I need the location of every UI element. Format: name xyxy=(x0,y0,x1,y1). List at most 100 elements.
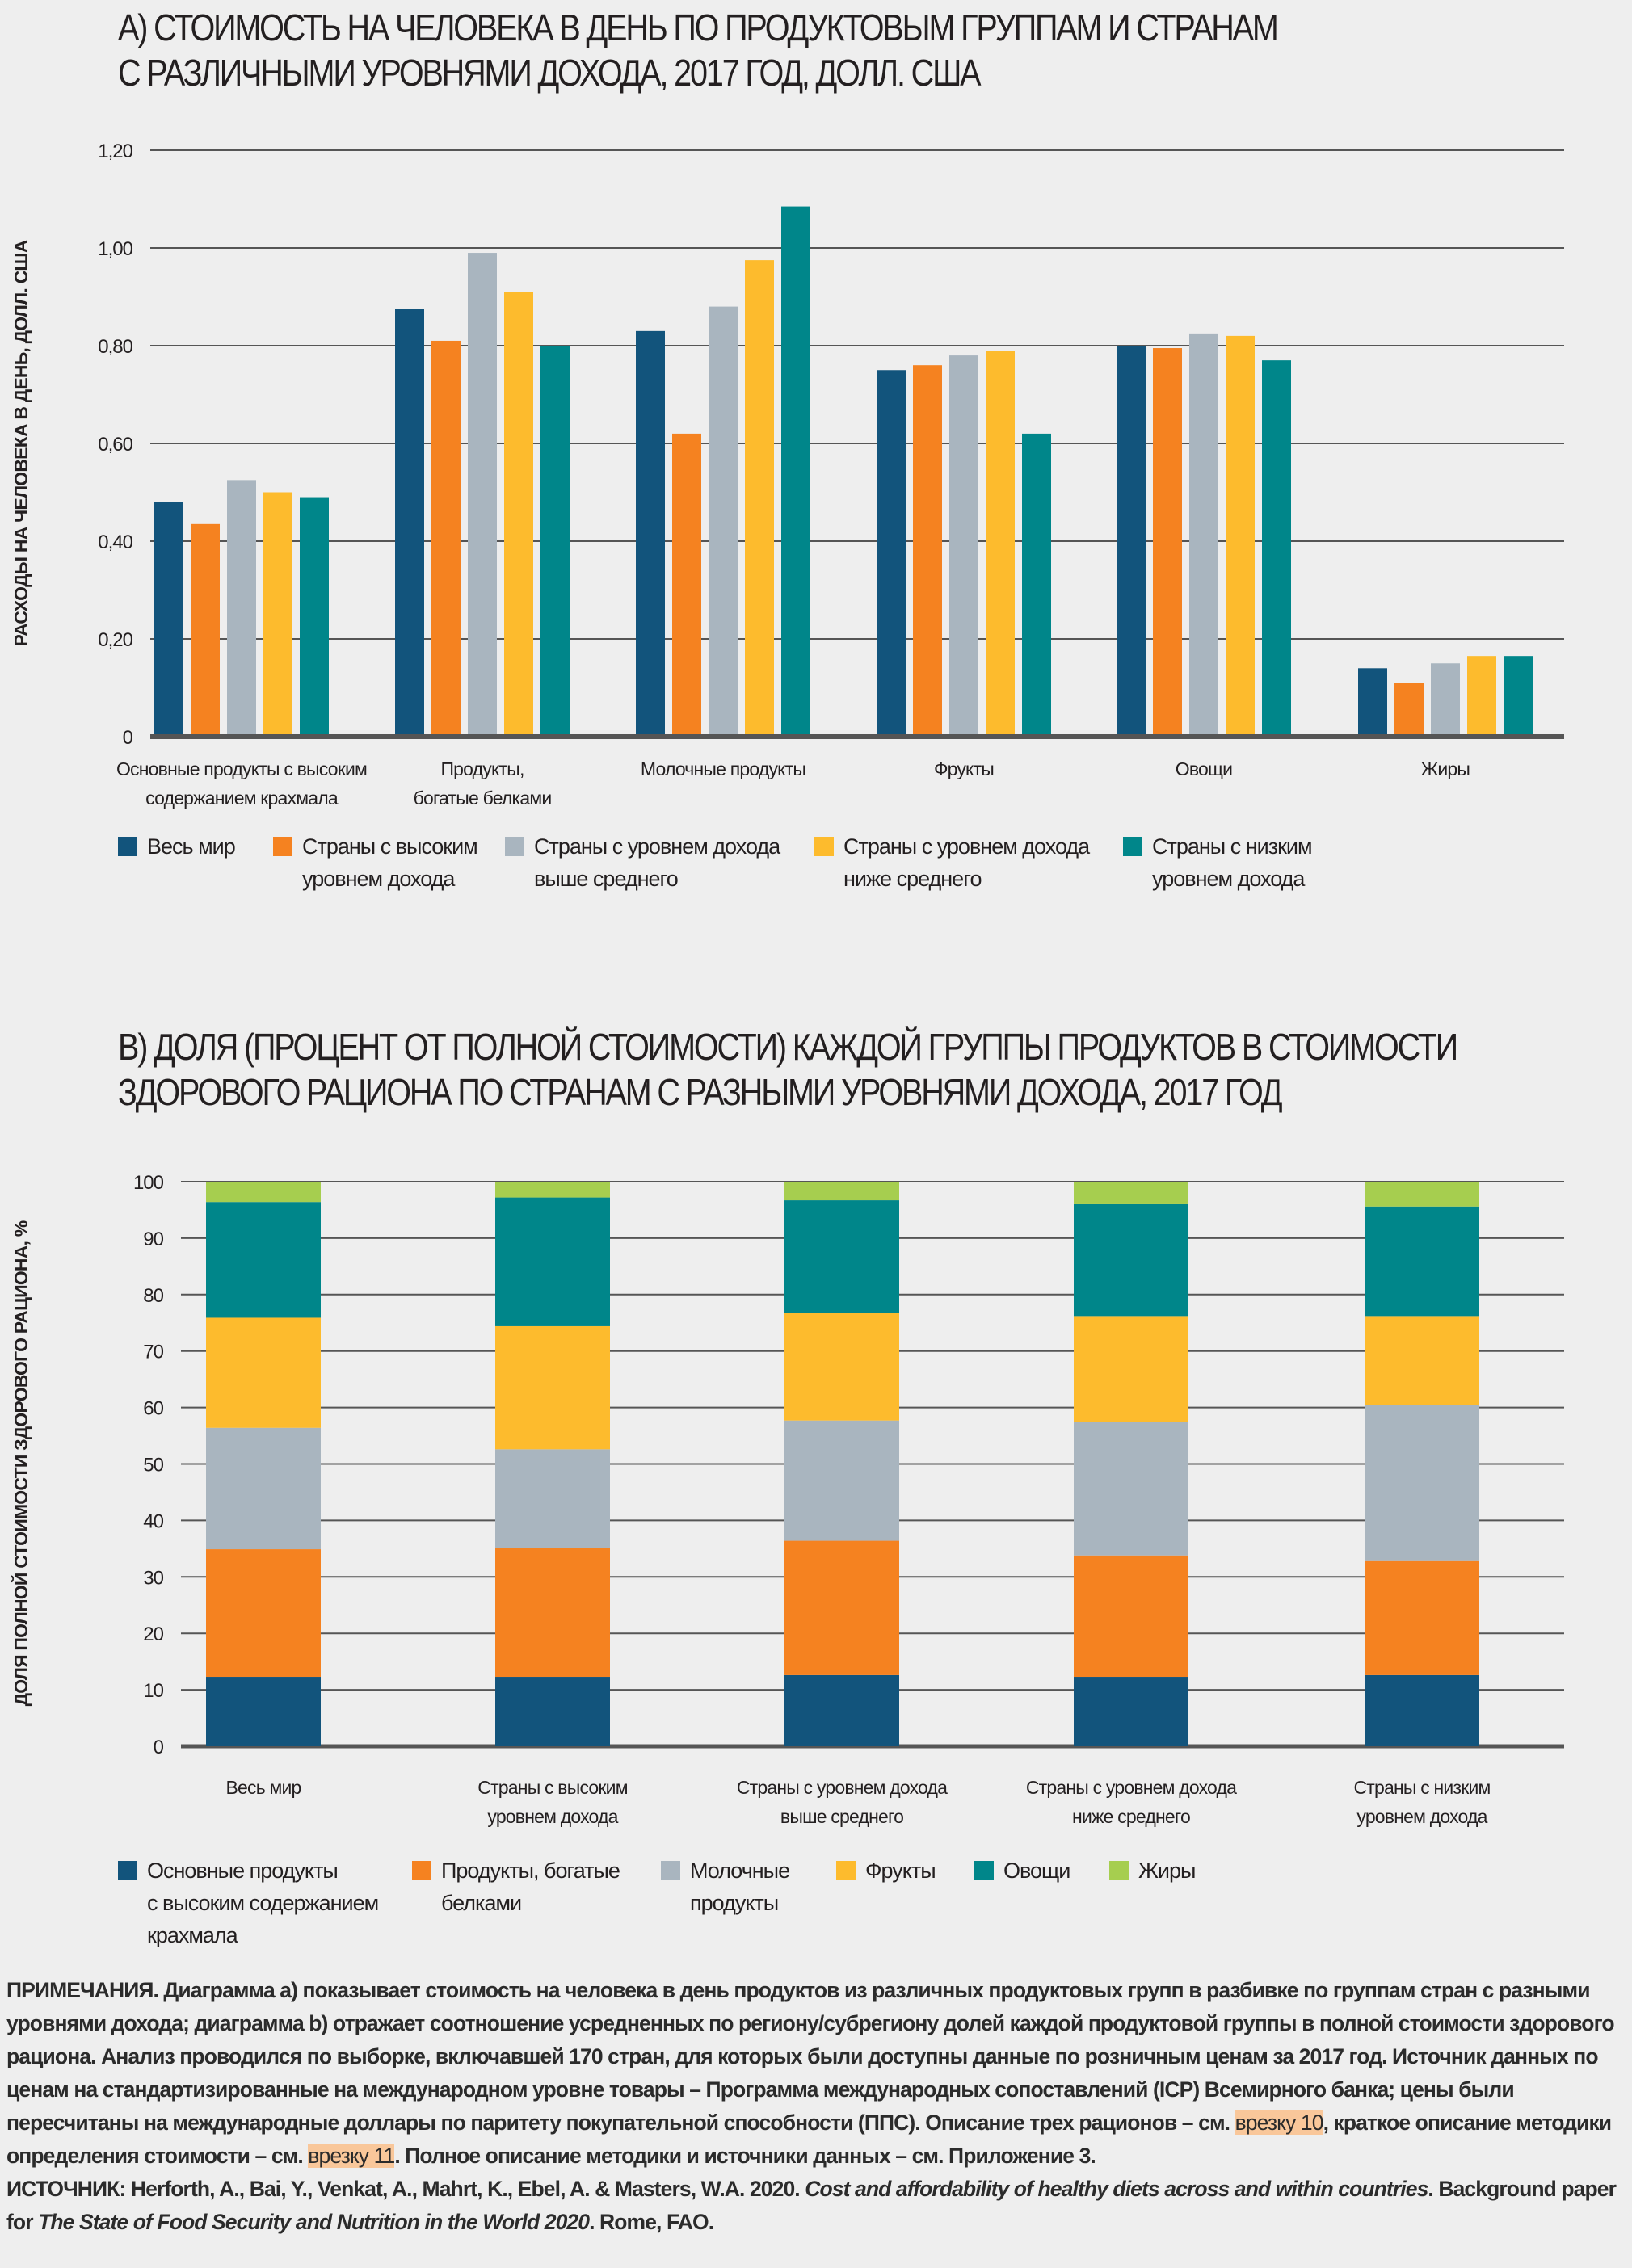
legend-item: Основные продукты с высоким содержанием кр… xyxy=(118,1854,379,1951)
legend-item: Продукты, богатые белками xyxy=(412,1854,620,1919)
stacked-bar-segment xyxy=(1074,1316,1188,1422)
y-tick-label: 80 xyxy=(143,1285,163,1307)
legend-label: Фрукты xyxy=(865,1854,936,1887)
stacked-bar-segment xyxy=(784,1540,899,1675)
legend-label: Продукты, богатые белками xyxy=(441,1854,620,1919)
chart-b-title-line: ЗДОРОВОГО РАЦИОНА ПО СТРАНАМ С РАЗНЫМИ У… xyxy=(118,1071,1283,1113)
category-label: Молочные продукты xyxy=(641,758,805,779)
notes-text: . Полное описание методики и источники д… xyxy=(394,2144,1096,2168)
notes-text: ПРИМЕЧАНИЯ. Диаграмма a) показывает стои… xyxy=(6,1978,1615,2135)
bar xyxy=(540,346,570,734)
stacked-bar-segment xyxy=(1365,1674,1479,1746)
stacked-bar-segment xyxy=(495,1677,610,1746)
bar xyxy=(1504,656,1533,734)
y-tick-label: 90 xyxy=(143,1228,163,1250)
stacked-bar-segment xyxy=(495,1548,610,1678)
legend-swatch xyxy=(661,1861,680,1880)
legend-item: Жиры xyxy=(1109,1854,1196,1887)
legend-label-line: Страны с низким xyxy=(1152,834,1313,859)
category-label: Страны с высоким xyxy=(477,1777,627,1798)
category-label: уровнем дохода xyxy=(1356,1806,1487,1827)
legend-label-line: крахмала xyxy=(147,1923,238,1947)
legend-label-line: уровнем дохода xyxy=(1152,867,1305,891)
bar xyxy=(1022,433,1051,734)
box-11-link[interactable]: врезку 11 xyxy=(308,2144,395,2168)
bar xyxy=(1226,335,1255,734)
stacked-bar-segment xyxy=(1365,1316,1479,1405)
stacked-bar-segment xyxy=(784,1182,899,1201)
bar xyxy=(781,206,810,734)
legend-label: Молочные продукты xyxy=(690,1854,790,1919)
category-label: Овощи xyxy=(1176,758,1232,779)
bar xyxy=(1431,663,1460,734)
stacked-bar-segment xyxy=(206,1427,321,1550)
stacked-bar-segment xyxy=(495,1197,610,1326)
legend-item: Овощи xyxy=(974,1854,1070,1887)
bar xyxy=(1262,360,1291,734)
y-axis-label: РАСХОДЫ НА ЧЕЛОВЕКА В ДЕНЬ, ДОЛЛ. США xyxy=(11,240,32,646)
legend-item: Весь мир xyxy=(118,830,236,863)
stacked-bar-segment xyxy=(1074,1677,1188,1746)
stacked-bar-segment xyxy=(495,1449,610,1548)
y-axis-label: ДОЛЯ ПОЛНОЙ СТОИМОСТИ ЗДОРОВОГО РАЦИОНА,… xyxy=(10,1220,32,1706)
stacked-bar-segment xyxy=(784,1312,899,1421)
legend-label: Основные продукты с высоким содержанием кр… xyxy=(147,1854,379,1951)
stacked-bar-segment xyxy=(1365,1182,1479,1207)
y-tick-label: 100 xyxy=(133,1172,164,1194)
box-10-link[interactable]: врезку 10 xyxy=(1235,2110,1323,2135)
bar xyxy=(877,370,906,734)
source-report: The State of Food Security and Nutrition… xyxy=(38,2210,590,2234)
bar xyxy=(949,355,978,734)
category-label: Продукты, xyxy=(440,758,524,779)
legend-label-line: выше среднего xyxy=(534,867,679,891)
legend-label-line: ниже среднего xyxy=(843,867,982,891)
y-tick-label: 0 xyxy=(154,1737,164,1758)
stacked-bar-segment xyxy=(1365,1560,1479,1675)
legend-swatch xyxy=(814,837,834,856)
y-tick-label: 1,20 xyxy=(98,141,132,162)
notes: ПРИМЕЧАНИЯ. Диаграмма a) показывает стои… xyxy=(6,1974,1622,2239)
chart-b-title-line: B) ДОЛЯ (ПРОЦЕНТ ОТ ПОЛНОЙ СТОИМОСТИ) КА… xyxy=(118,1026,1458,1068)
stacked-bar-segment xyxy=(784,1420,899,1541)
charts-canvas: 0 0,20 0,40 0,60 0,80 1,00 1,20 Основные продук… xyxy=(10,141,1564,1827)
y-tick-label: 30 xyxy=(143,1567,163,1589)
bar xyxy=(191,523,220,734)
stacked-bar-segment xyxy=(206,1677,321,1746)
legend-item: Молочные продукты xyxy=(661,1854,790,1919)
stacked-bar-segment xyxy=(206,1549,321,1678)
legend-label: Страны с высоким уровнем дохода xyxy=(302,830,478,895)
chart-b-title: B) ДОЛЯ (ПРОЦЕНТ ОТ ПОЛНОЙ СТОИМОСТИ) КА… xyxy=(118,1024,1458,1115)
category-label: Страны с уровнем дохода xyxy=(737,1777,948,1798)
y-tick-label: 70 xyxy=(143,1342,163,1363)
stacked-bar-segment xyxy=(1365,1405,1479,1561)
stacked-bar-segment xyxy=(1074,1203,1188,1317)
stacked-bar-segment xyxy=(495,1182,610,1198)
legend-label: Весь мир xyxy=(147,830,236,863)
legend-label: Овощи xyxy=(1003,1854,1070,1887)
category-label: уровнем дохода xyxy=(487,1806,618,1827)
stacked-bar-segment xyxy=(1074,1422,1188,1556)
y-tick-label: 0 xyxy=(123,727,133,749)
legend-label: Страны с уровнем дохода ниже среднего xyxy=(843,830,1090,895)
category-label: Фрукты xyxy=(934,758,994,779)
bar xyxy=(636,330,665,734)
legend-label: Страны с низким уровнем дохода xyxy=(1152,830,1313,895)
legend-swatch xyxy=(118,837,137,856)
legend-label-line: Страны с уровнем дохода xyxy=(534,834,780,859)
source-text: . Rome, FAO. xyxy=(589,2210,714,2234)
bar xyxy=(395,309,424,734)
bar xyxy=(1189,333,1218,734)
y-tick-label: 40 xyxy=(143,1510,163,1532)
bar xyxy=(1394,682,1424,734)
legend-label-line: с высоким содержанием xyxy=(147,1891,379,1915)
stacked-bar-segment xyxy=(784,1200,899,1313)
legend-label: Страны с уровнем дохода выше среднего xyxy=(534,830,780,895)
legend-item: Страны с уровнем дохода выше среднего xyxy=(505,830,780,895)
stacked-bar-segment xyxy=(206,1182,321,1203)
y-tick-label: 20 xyxy=(143,1623,163,1645)
y-tick-label: 1,00 xyxy=(98,238,132,260)
category-label: Страны с уровнем дохода xyxy=(1026,1777,1237,1798)
bar xyxy=(300,497,329,734)
category-label: богатые белками xyxy=(414,788,552,808)
y-tick-label: 60 xyxy=(143,1398,163,1420)
